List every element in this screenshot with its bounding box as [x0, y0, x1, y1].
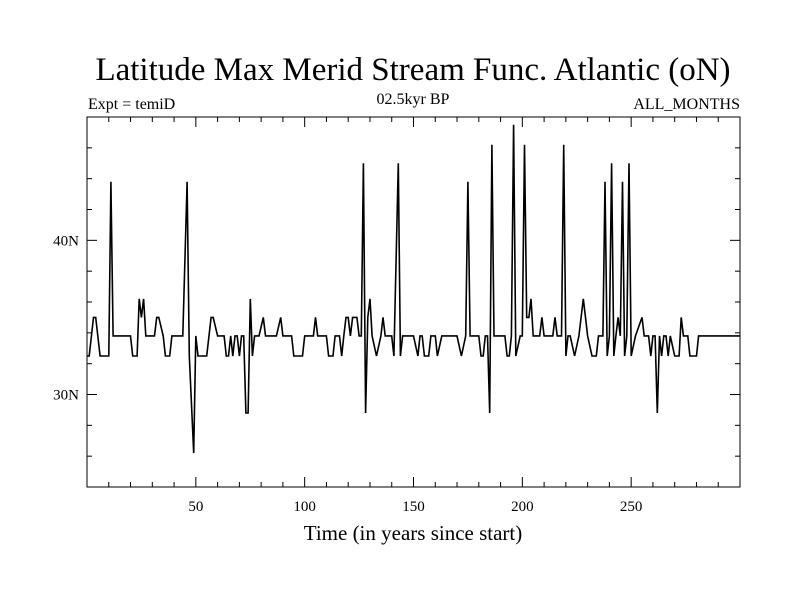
- y-tick-label: 30N: [53, 388, 79, 404]
- x-tick-label: 150: [402, 499, 425, 515]
- series-layer: [87, 124, 740, 454]
- tick-labels: 50 100 150 200 250 30N 40N: [53, 233, 642, 515]
- axis-ticks: [87, 117, 740, 487]
- x-tick-label: 250: [620, 499, 643, 515]
- experiment-label: Expt = temiD: [88, 96, 175, 113]
- chart-title: Latitude Max Merid Stream Func. Atlantic…: [95, 52, 730, 88]
- x-tick-label: 200: [511, 499, 534, 515]
- series-line: [87, 124, 740, 454]
- x-tick-label: 50: [188, 499, 203, 515]
- x-axis-label: Time (in years since start): [304, 521, 523, 545]
- x-tick-label: 100: [293, 499, 316, 515]
- months-label: ALL_MONTHS: [633, 96, 740, 113]
- y-tick-label: 40N: [53, 233, 79, 249]
- period-label: 02.5kyr BP: [377, 91, 450, 108]
- plot-frame: [86, 116, 741, 488]
